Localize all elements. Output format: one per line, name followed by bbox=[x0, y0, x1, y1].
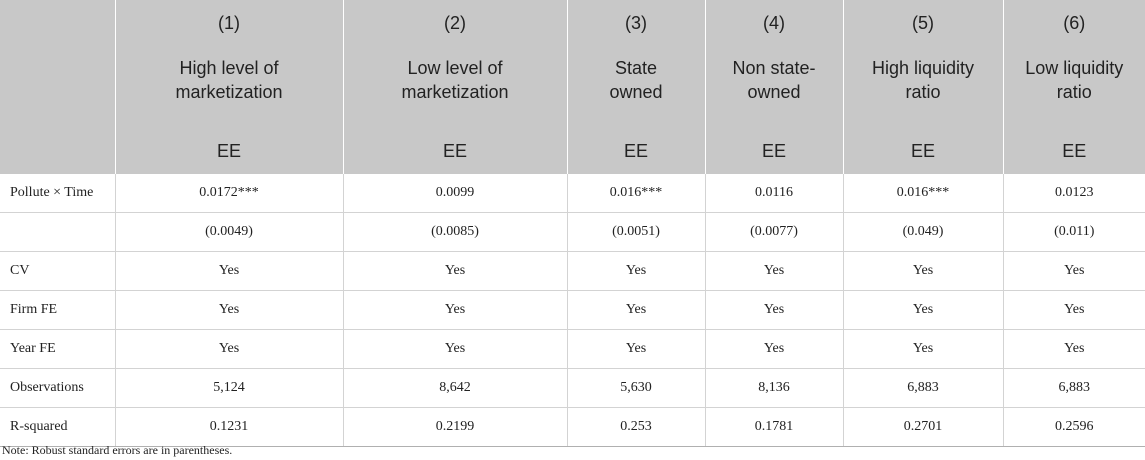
table-cell: 0.0116 bbox=[704, 174, 843, 213]
dependent-variable: EE bbox=[342, 128, 567, 174]
table-cell: Yes bbox=[114, 290, 343, 330]
column-label: Non state-owned bbox=[704, 46, 843, 128]
column-label-line: Low level of bbox=[407, 58, 503, 78]
dependent-variable: EE bbox=[566, 128, 705, 174]
row-label: R-squared bbox=[0, 407, 115, 447]
table-cell: Yes bbox=[566, 251, 705, 291]
column-label-line: Non state- bbox=[732, 58, 816, 78]
column-label-line: High level of bbox=[179, 58, 279, 78]
table-row: (0.0049) (0.0085) (0.0051) (0.0077) (0.0… bbox=[0, 212, 1145, 252]
table-row: Year FE Yes Yes Yes Yes Yes Yes bbox=[0, 329, 1145, 369]
table-cell: Yes bbox=[566, 329, 705, 369]
table-cell: 0.2596 bbox=[1002, 407, 1145, 447]
table-cell: (0.049) bbox=[842, 212, 1003, 252]
table-cell: 6,883 bbox=[842, 368, 1003, 408]
table-cell: 5,630 bbox=[566, 368, 705, 408]
table-cell: Yes bbox=[342, 251, 567, 291]
header-row-labels: High level of marketization Low level of m… bbox=[0, 46, 1145, 128]
table-cell: Yes bbox=[842, 329, 1003, 369]
table-row: R-squared 0.1231 0.2199 0.253 0.1781 0.2… bbox=[0, 407, 1145, 447]
table-row: Observations 5,124 8,642 5,630 8,136 6,8… bbox=[0, 368, 1145, 408]
table-cell: 5,124 bbox=[114, 368, 343, 408]
table-cell: 0.2199 bbox=[342, 407, 567, 447]
column-number: (4) bbox=[704, 0, 843, 46]
table-cell: 0.0123 bbox=[1002, 174, 1145, 213]
table-cell: (0.0049) bbox=[114, 212, 343, 252]
row-label: Pollute × Time bbox=[0, 174, 115, 213]
dependent-variable: EE bbox=[842, 128, 1003, 174]
column-number: (2) bbox=[342, 0, 567, 46]
table-cell: (0.011) bbox=[1002, 212, 1145, 252]
regression-table: (1) (2) (3) (4) (5) (6) High level of mar… bbox=[0, 0, 1145, 447]
table-cell: Yes bbox=[1002, 290, 1145, 330]
table-cell: 0.016*** bbox=[842, 174, 1003, 213]
table-cell: Yes bbox=[342, 329, 567, 369]
header-corner bbox=[0, 128, 115, 174]
column-label-line: State bbox=[614, 58, 658, 78]
column-label-line: owned bbox=[747, 82, 801, 102]
table-cell: Yes bbox=[704, 329, 843, 369]
table-cell: 0.016*** bbox=[566, 174, 705, 213]
column-label: State owned bbox=[566, 46, 705, 128]
table-cell: Yes bbox=[342, 290, 567, 330]
column-label: High level of marketization bbox=[114, 46, 343, 128]
row-label: CV bbox=[0, 251, 115, 291]
table-row: CV Yes Yes Yes Yes Yes Yes bbox=[0, 251, 1145, 291]
header-row-numbers: (1) (2) (3) (4) (5) (6) bbox=[0, 0, 1145, 46]
column-label-line: marketization bbox=[175, 82, 283, 102]
table-header: (1) (2) (3) (4) (5) (6) High level of mar… bbox=[0, 0, 1145, 174]
column-label: Low liquidity ratio bbox=[1002, 46, 1145, 128]
column-label-line: Low liquidity bbox=[1025, 58, 1124, 78]
table-note: Note: Robust standard errors are in pare… bbox=[2, 443, 233, 457]
table-cell: Yes bbox=[114, 251, 343, 291]
table-cell: Yes bbox=[1002, 251, 1145, 291]
row-label bbox=[0, 212, 115, 252]
table-cell: 0.1781 bbox=[704, 407, 843, 447]
column-label-line: ratio bbox=[1056, 82, 1092, 102]
row-label: Observations bbox=[0, 368, 115, 408]
table-cell: (0.0085) bbox=[342, 212, 567, 252]
column-label: High liquidity ratio bbox=[842, 46, 1003, 128]
column-label: Low level of marketization bbox=[342, 46, 567, 128]
table-row: Firm FE Yes Yes Yes Yes Yes Yes bbox=[0, 290, 1145, 330]
table-cell: 8,136 bbox=[704, 368, 843, 408]
row-label: Firm FE bbox=[0, 290, 115, 330]
table-cell: Yes bbox=[1002, 329, 1145, 369]
table-cell: 8,642 bbox=[342, 368, 567, 408]
column-label-line: High liquidity bbox=[871, 58, 975, 78]
table-cell: 0.1231 bbox=[114, 407, 343, 447]
table-cell: (0.0077) bbox=[704, 212, 843, 252]
table-cell: Yes bbox=[704, 251, 843, 291]
column-number: (6) bbox=[1002, 0, 1145, 46]
column-number: (1) bbox=[114, 0, 343, 46]
header-row-dependent-variable: EE EE EE EE EE EE bbox=[0, 128, 1145, 174]
row-label: Year FE bbox=[0, 329, 115, 369]
column-label-line: marketization bbox=[401, 82, 509, 102]
header-corner bbox=[0, 46, 115, 128]
table-cell: Yes bbox=[842, 251, 1003, 291]
header-corner bbox=[0, 0, 115, 46]
column-label-line: owned bbox=[609, 82, 663, 102]
table-cell: 0.2701 bbox=[842, 407, 1003, 447]
table-cell: 0.253 bbox=[566, 407, 705, 447]
column-number: (5) bbox=[842, 0, 1003, 46]
table-row: Pollute × Time 0.0172*** 0.0099 0.016***… bbox=[0, 174, 1145, 213]
column-number: (3) bbox=[566, 0, 705, 46]
table-cell: Yes bbox=[566, 290, 705, 330]
dependent-variable: EE bbox=[704, 128, 843, 174]
table-cell: 0.0099 bbox=[342, 174, 567, 213]
table-cell: 6,883 bbox=[1002, 368, 1145, 408]
dependent-variable: EE bbox=[114, 128, 343, 174]
table-body: Pollute × Time 0.0172*** 0.0099 0.016***… bbox=[0, 174, 1145, 447]
table-cell: Yes bbox=[842, 290, 1003, 330]
table-cell: 0.0172*** bbox=[114, 174, 343, 213]
dependent-variable: EE bbox=[1002, 128, 1145, 174]
table-cell: Yes bbox=[114, 329, 343, 369]
column-label-line: ratio bbox=[905, 82, 941, 102]
table-cell: Yes bbox=[704, 290, 843, 330]
table-cell: (0.0051) bbox=[566, 212, 705, 252]
